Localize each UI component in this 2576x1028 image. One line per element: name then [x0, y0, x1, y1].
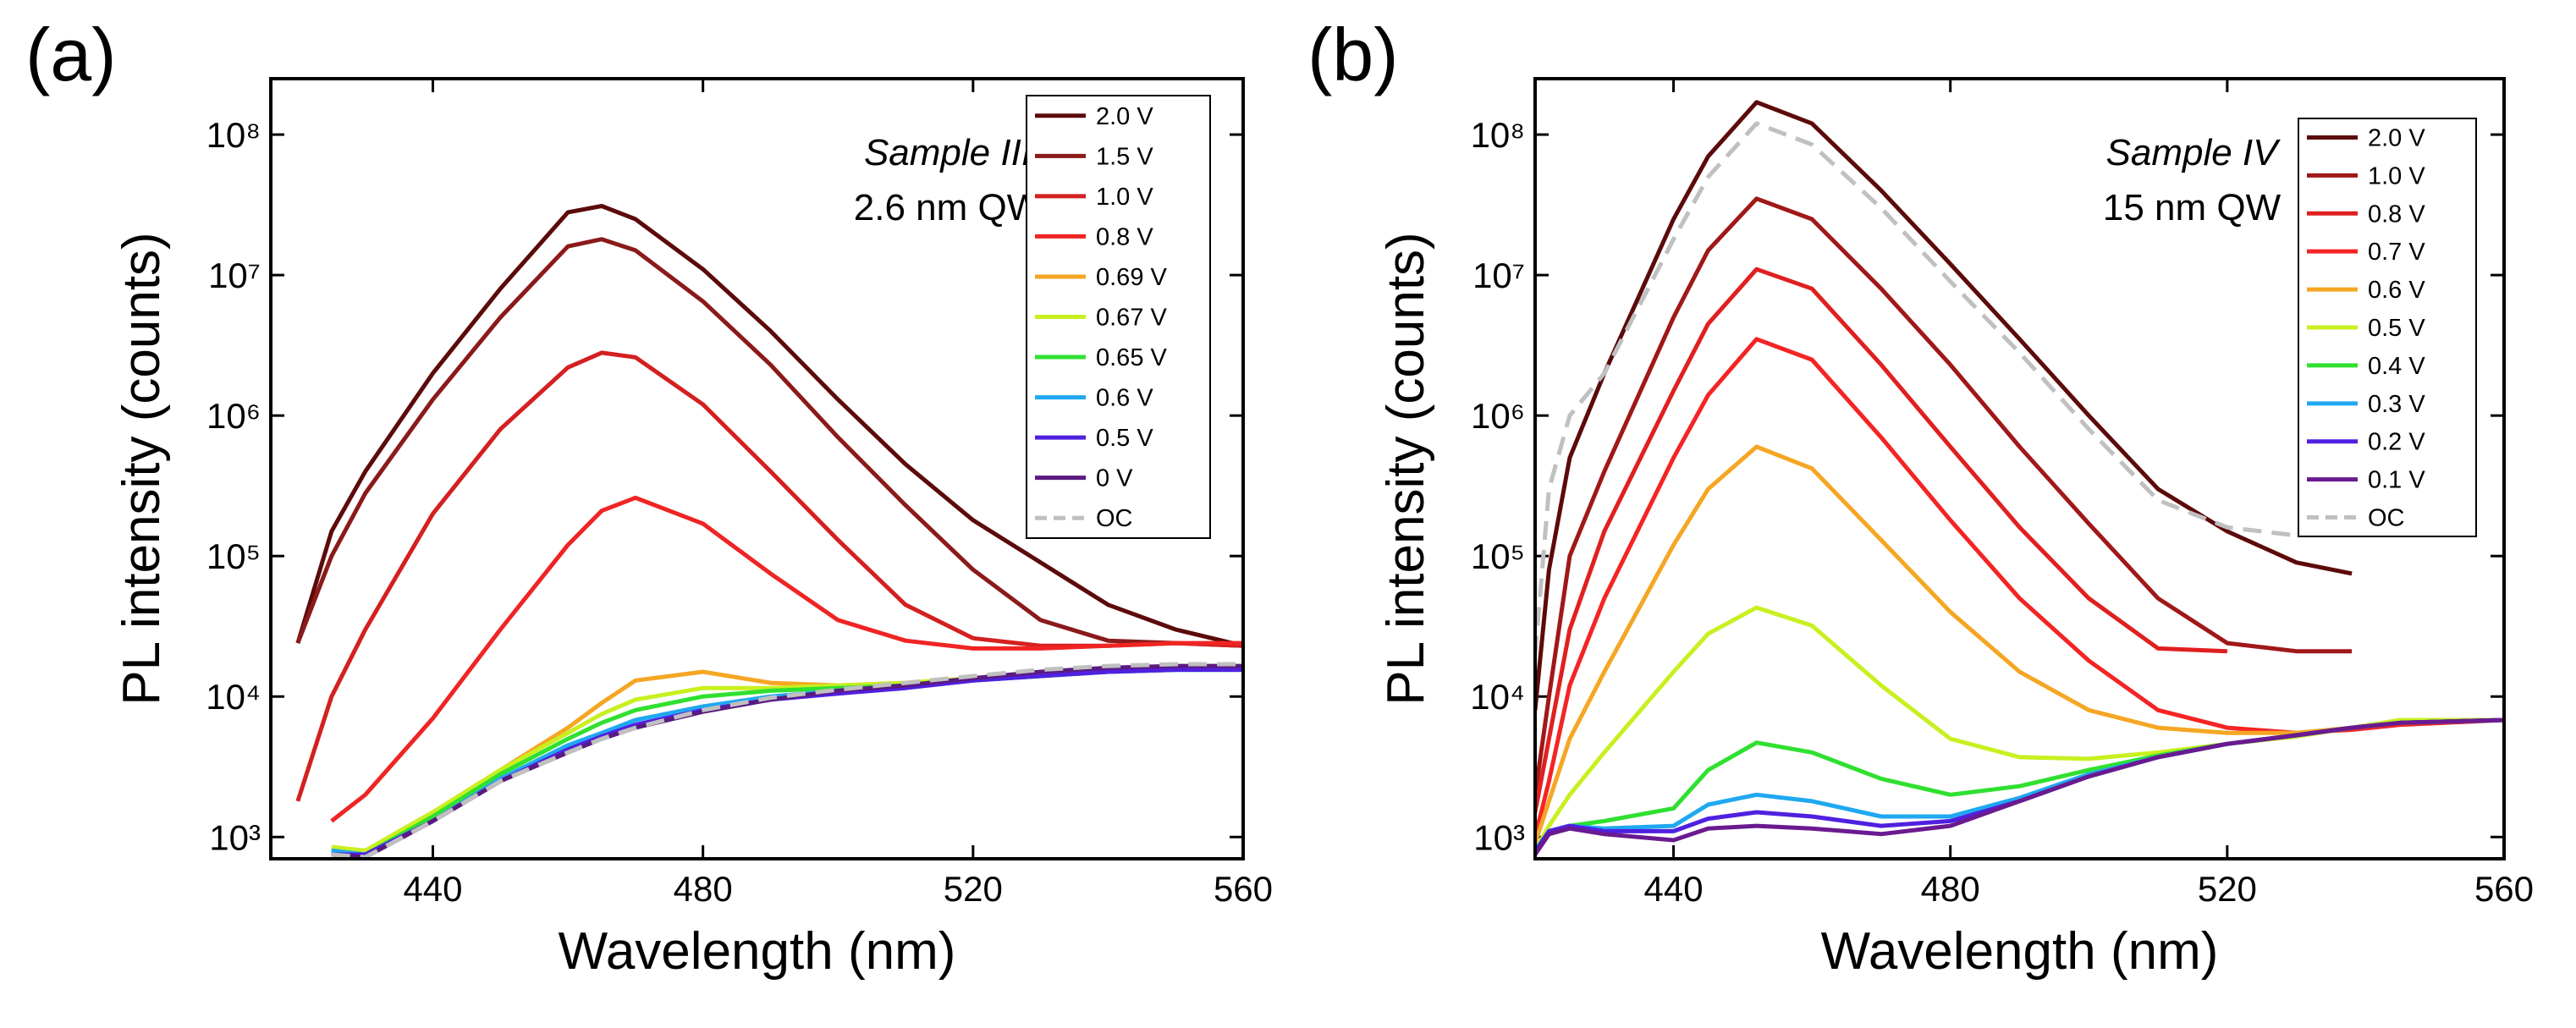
legend-label: 0.7 V [2368, 239, 2425, 266]
annotation: 15 nm QW [2103, 187, 2282, 228]
x-tick-label: 440 [403, 869, 462, 909]
legend-label: 0.67 V [1096, 305, 1167, 332]
legend-label: 2.0 V [2368, 124, 2425, 151]
y-tick-label: 10⁴ [206, 677, 261, 717]
x-tick-label: 560 [2474, 869, 2534, 909]
y-tick-label: 10⁸ [206, 115, 261, 155]
y-tick-label: 10⁴ [1470, 677, 1525, 717]
y-tick-label: 10⁵ [1471, 536, 1525, 576]
legend-label: 1.5 V [1096, 143, 1153, 170]
legend-label: 0.1 V [2368, 467, 2425, 494]
series-line [1535, 717, 2504, 852]
legend-label: 1.0 V [1096, 184, 1153, 211]
legend-label: 0.3 V [2368, 391, 2425, 418]
annotation: Sample IV [2106, 132, 2282, 173]
panel-label: (b) [1307, 13, 1399, 96]
y-tick-label: 10⁶ [206, 396, 261, 436]
legend-label: 0.69 V [1096, 264, 1167, 291]
annotation: Sample III [864, 132, 1032, 173]
legend-label: 0.2 V [2368, 429, 2425, 456]
legend-label: OC [2368, 505, 2405, 532]
y-tick-label: 10⁵ [206, 536, 261, 576]
y-tick-label: 10³ [209, 817, 261, 857]
series-line [331, 662, 1243, 859]
x-tick-label: 560 [1214, 869, 1273, 909]
legend-label: OC [1096, 505, 1133, 532]
x-tick-label: 480 [1921, 869, 1980, 909]
series-line [1535, 196, 2353, 795]
panel-label: (a) [25, 13, 117, 96]
x-axis-title: Wavelength (nm) [559, 922, 956, 981]
x-tick-label: 480 [674, 869, 733, 909]
x-tick-label: 520 [944, 869, 1003, 909]
legend-label: 0 V [1096, 465, 1133, 492]
series-line [1535, 267, 2228, 813]
y-tick-label: 10³ [1473, 817, 1525, 857]
x-tick-label: 520 [2198, 869, 2257, 909]
x-tick-label: 440 [1644, 869, 1704, 909]
y-axis-title: PL intensity (counts) [1377, 232, 1435, 705]
y-tick-label: 10⁷ [1472, 256, 1525, 295]
legend-label: 2.0 V [1096, 103, 1153, 130]
y-tick-label: 10⁶ [1471, 396, 1525, 436]
legend-label: 0.5 V [2368, 315, 2425, 342]
series-line [295, 204, 1243, 648]
y-tick-label: 10⁷ [208, 256, 261, 295]
x-axis-title: Wavelength (nm) [1821, 922, 2219, 981]
y-tick-label: 10⁸ [1471, 115, 1525, 155]
legend-label: 0.6 V [1096, 385, 1153, 412]
legend-label: 0.8 V [2368, 201, 2425, 228]
y-axis-title: PL intensity (counts) [113, 232, 171, 705]
legend-label: 0.65 V [1096, 344, 1167, 371]
legend-label: 0.5 V [1096, 425, 1153, 452]
legend-label: 0.4 V [2368, 353, 2425, 380]
plot-frame [269, 77, 1245, 860]
legend-label: 0.8 V [1096, 223, 1153, 250]
plot-frame [1533, 77, 2506, 860]
series-line [295, 237, 1243, 648]
series-line [1535, 121, 2297, 655]
series-line [1535, 100, 2353, 711]
series-line [330, 495, 1243, 823]
annotation: 2.6 nm QW [854, 187, 1043, 228]
series-line [1535, 717, 2504, 856]
legend-label: 0.6 V [2368, 277, 2425, 304]
legend-label: 1.0 V [2368, 162, 2425, 190]
